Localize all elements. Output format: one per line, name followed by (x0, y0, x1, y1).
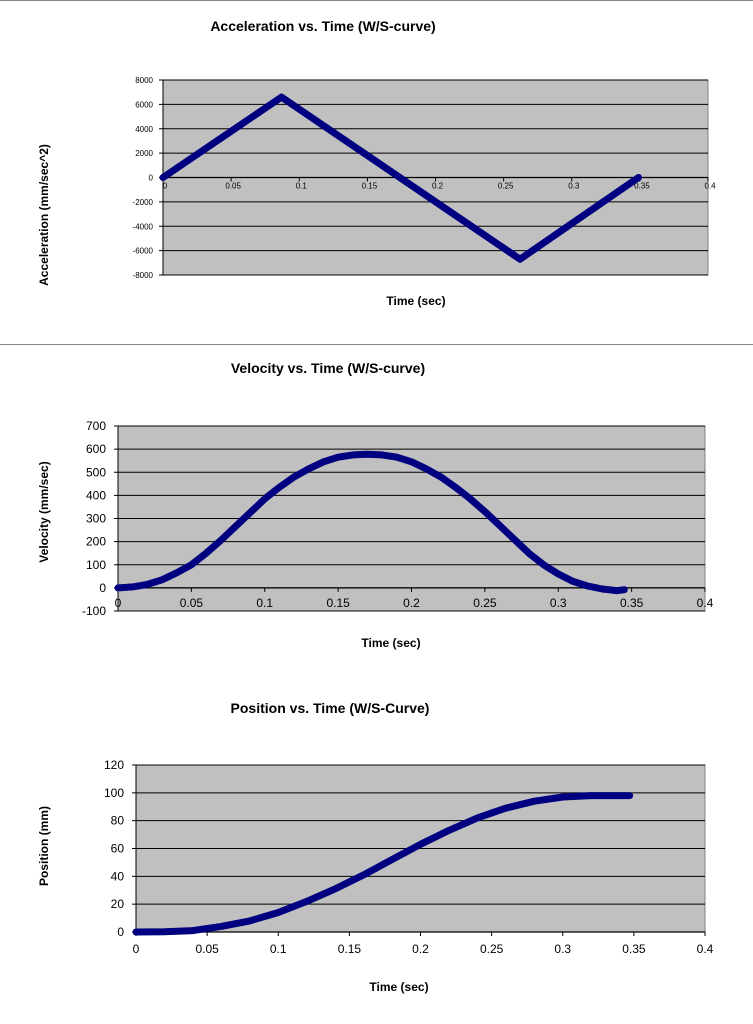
y-tick-label: 100 (104, 786, 124, 800)
x-tick-label: 0.1 (256, 596, 273, 610)
x-tick-label: 0.25 (498, 182, 514, 191)
x-tick-label: 0 (115, 596, 122, 610)
x-tick-label: 0.05 (225, 182, 241, 191)
acceleration-chart: Acceleration vs. Time (W/S-curve) Accele… (37, 18, 717, 308)
y-tick-label: 0 (99, 581, 106, 595)
series-line (132, 792, 634, 936)
x-tick-label: 0.4 (704, 182, 716, 191)
x-tick-label: 0.35 (622, 942, 646, 956)
y-axis-label: Acceleration (mm/sec^2) (37, 144, 51, 286)
chart-title: Velocity vs. Time (W/S-curve) (231, 360, 425, 376)
x-tick-label: 0.3 (554, 942, 571, 956)
y-tick-label: 600 (86, 442, 106, 456)
x-tick-label: 0.4 (697, 596, 714, 610)
x-tick-label: 0 (133, 942, 140, 956)
x-tick-label: 0.35 (620, 596, 644, 610)
x-tick-label: 0.3 (568, 182, 580, 191)
x-tick-label: 0.2 (412, 942, 429, 956)
x-tick-label: 0.15 (338, 942, 362, 956)
y-tick-label: 120 (104, 758, 124, 772)
y-axis-label: Position (mm) (37, 806, 51, 886)
plot-area: 700 600 500 400 300 200 100 0 -100 0 0.05 0.1 0.15 0.… (82, 419, 714, 618)
top-divider (0, 0, 753, 1)
x-tick-label: 0.15 (362, 182, 378, 191)
y-tick-label: 0 (117, 925, 124, 939)
chart-title: Acceleration vs. Time (W/S-curve) (210, 18, 435, 34)
y-tick-label: -100 (82, 604, 106, 618)
y-tick-label: 4000 (135, 125, 153, 134)
x-tick-label: 0.1 (270, 942, 287, 956)
y-tick-label: 500 (86, 465, 106, 479)
x-tick-label: 0.25 (473, 596, 497, 610)
x-tick-label: 0.15 (326, 596, 350, 610)
x-axis-label: Time (sec) (369, 980, 428, 994)
y-tick-label: 40 (111, 869, 125, 883)
x-axis-label: Time (sec) (386, 294, 445, 308)
y-tick-label: 200 (86, 535, 106, 549)
chart-title: Position vs. Time (W/S-Curve) (231, 700, 430, 716)
series-line (114, 450, 628, 595)
x-tick-label: 0.25 (480, 942, 504, 956)
x-tick-label: 0.35 (634, 182, 650, 191)
series-line (159, 93, 642, 263)
plot-area: 8000 6000 4000 2000 0 -2000 -4000 -6000 -8000 0 0.… (133, 76, 717, 280)
y-tick-label: -8000 (133, 271, 154, 280)
middle-divider (0, 344, 753, 345)
y-tick-label: 100 (86, 558, 106, 572)
y-tick-label: 400 (86, 488, 106, 502)
x-axis-label: Time (sec) (361, 636, 420, 650)
y-tick-label: -4000 (133, 222, 154, 231)
y-tick-label: 2000 (135, 149, 153, 158)
position-chart: Position vs. Time (W/S-Curve) Position (… (37, 700, 714, 994)
y-tick-label: -6000 (133, 247, 154, 256)
x-tick-label: 0 (163, 182, 168, 191)
x-tick-label: 0.05 (180, 596, 204, 610)
velocity-chart: Velocity vs. Time (W/S-curve) Velocity (… (37, 360, 714, 650)
y-tick-label: 8000 (135, 76, 153, 85)
y-tick-label: 20 (111, 897, 125, 911)
y-tick-label: 700 (86, 419, 106, 433)
x-tick-label: 0.3 (550, 596, 567, 610)
x-tick-label: 0.05 (195, 942, 219, 956)
y-tick-label: 0 (149, 174, 154, 183)
y-tick-label: 60 (111, 842, 125, 856)
y-tick-label: 300 (86, 512, 106, 526)
y-tick-label: 6000 (135, 100, 153, 109)
y-tick-label: 80 (111, 814, 125, 828)
plot-area: 120 100 80 60 40 20 00 0.05 0.1 0.15 0.2 0.25 0.3 0.3… (104, 758, 714, 956)
y-axis-label: Velocity (mm/sec) (37, 461, 51, 562)
x-tick-label: 0.2 (432, 182, 444, 191)
x-tick-label: 0.4 (697, 942, 714, 956)
x-tick-label: 0.2 (403, 596, 420, 610)
y-tick-label: -2000 (133, 198, 154, 207)
x-tick-label: 0.1 (296, 182, 308, 191)
